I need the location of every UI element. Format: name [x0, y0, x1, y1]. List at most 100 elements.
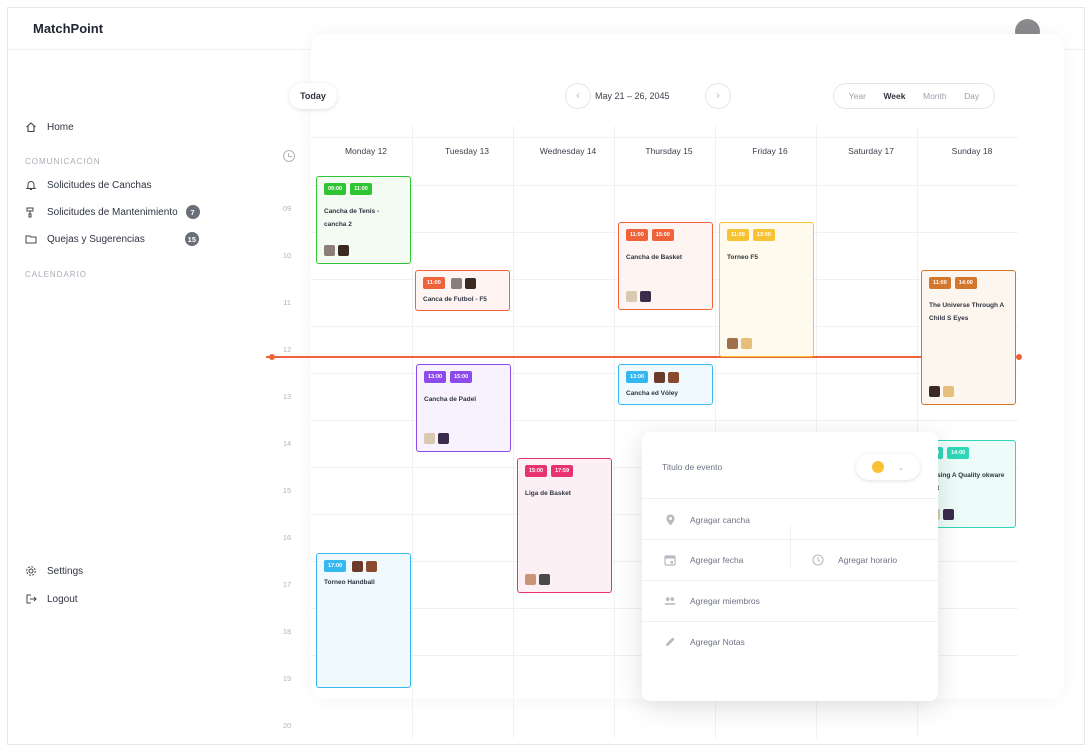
- chevron-left-icon: ‹: [576, 90, 580, 102]
- add-date-label: Agregar fecha: [690, 555, 744, 565]
- sidebar-section-comunicacion: COMUNICACIÓN: [25, 157, 101, 166]
- hour-label: 10: [282, 251, 292, 260]
- event-card[interactable]: 13:00 Cancha ed Vóley: [618, 364, 713, 405]
- date-range: May 21 – 26, 2045: [595, 91, 670, 101]
- event-card[interactable]: 11:00 15:00 Cancha de Basket: [618, 222, 713, 310]
- hour-label: 15: [282, 486, 292, 495]
- hour-label: 11: [283, 298, 291, 307]
- event-start: 13:00: [626, 371, 649, 383]
- count-badge: 15: [184, 232, 199, 246]
- event-card[interactable]: 13:00 15:00 Cancha de Padel: [416, 364, 511, 452]
- color-picker[interactable]: ⌄: [856, 454, 920, 480]
- home-icon: [25, 121, 37, 133]
- member-avatar: [366, 560, 378, 572]
- sidebar-item-label: Home: [47, 121, 74, 133]
- event-start: 09:00: [324, 183, 347, 195]
- sidebar-item-label: Solicitudes de Canchas: [47, 179, 152, 191]
- event-card[interactable]: 11:00 14:00 The Universe Through A Child…: [921, 270, 1016, 405]
- add-notes-field[interactable]: Agregar Notas: [664, 636, 745, 648]
- add-members-field[interactable]: Agregar miembros: [664, 595, 760, 607]
- calendar-icon: [664, 554, 676, 566]
- tab-week[interactable]: Week: [883, 91, 906, 101]
- add-notes-label: Agregar Notas: [690, 637, 745, 647]
- event-card[interactable]: 11:00 13:00 Torneo F5: [719, 222, 814, 357]
- sidebar-item-home[interactable]: Home: [25, 121, 74, 133]
- day-header: Wednesday 14: [539, 146, 597, 156]
- event-card[interactable]: 17:00 Torneo Handball: [316, 553, 411, 688]
- day-header: Friday 16: [752, 146, 788, 156]
- member-avatar: [668, 371, 680, 383]
- grid-line: [513, 126, 514, 738]
- event-title: Cancha de Tenis - cancha 2: [324, 208, 380, 228]
- grid-line: [311, 137, 1018, 138]
- today-button[interactable]: Today: [289, 83, 337, 109]
- hour-label: 17: [282, 580, 292, 589]
- event-end: 14:00: [954, 277, 977, 289]
- event-card[interactable]: 09:00 11:00 Cancha de Tenis - cancha 2: [316, 176, 411, 264]
- grid-line: [311, 420, 1018, 421]
- logout-icon: [25, 593, 37, 605]
- add-time-label: Agregar horario: [838, 555, 898, 565]
- day-header: Monday 12: [344, 146, 388, 156]
- event-start: 11:00: [626, 229, 648, 241]
- pencil-icon: [664, 636, 676, 648]
- folder-icon: [25, 233, 37, 245]
- add-date-field[interactable]: Agregar fecha: [664, 554, 743, 566]
- member-avatar: [929, 386, 940, 397]
- tab-day[interactable]: Day: [964, 91, 980, 101]
- member-avatar: [464, 277, 476, 289]
- event-start: 11:00: [423, 277, 445, 289]
- tab-month[interactable]: Month: [923, 91, 947, 101]
- chevron-right-icon: ›: [716, 90, 720, 102]
- popup-divider: [642, 621, 938, 622]
- member-avatar: [943, 386, 954, 397]
- prev-week-button[interactable]: ‹: [565, 83, 591, 109]
- day-header: Thursday 15: [645, 146, 693, 156]
- app-logo: MatchPoint: [33, 21, 104, 36]
- view-switcher: Year Week Month Day: [833, 83, 995, 109]
- day-header: Sunday 18: [951, 146, 993, 156]
- sidebar-item-label: Settings: [47, 565, 84, 577]
- sidebar-item-settings[interactable]: Settings: [25, 565, 83, 577]
- chevron-down-icon: ⌄: [897, 462, 905, 472]
- event-card[interactable]: 15:00 17:59 Liga de Basket: [517, 458, 612, 593]
- event-start: 11:00: [929, 277, 951, 289]
- people-icon: [664, 595, 676, 607]
- member-avatar: [654, 371, 666, 383]
- member-avatar: [640, 291, 651, 302]
- event-title: Cancha de Basket: [626, 254, 682, 261]
- location-pin-icon: [664, 514, 676, 526]
- popup-divider: [642, 498, 938, 499]
- event-end: 15:00: [651, 229, 674, 241]
- bell-icon: [25, 179, 37, 191]
- sidebar-item-label: Quejas y Sugerencias: [47, 233, 145, 245]
- sidebar-item-solicitudes-mantenimiento[interactable]: Solicitudes de Mantenimiento 7: [25, 205, 200, 219]
- member-avatar: [352, 560, 364, 572]
- event-card[interactable]: 11:00 Canca de Futbol - F5: [415, 270, 510, 311]
- add-court-field[interactable]: Agragar cancha: [664, 514, 750, 526]
- sidebar-item-logout[interactable]: Logout: [25, 593, 78, 605]
- day-header: Tuesday 13: [444, 146, 490, 156]
- sidebar-item-solicitudes-canchas[interactable]: Solicitudes de Canchas: [25, 179, 152, 191]
- event-start: 15:00: [525, 465, 548, 477]
- hour-label: 18: [282, 627, 292, 636]
- member-avatar: [943, 509, 954, 520]
- event-title: The Universe Through A Child S Eyes: [929, 302, 1004, 322]
- grid-line: [311, 185, 1018, 186]
- event-title: Liga de Basket: [525, 490, 571, 497]
- member-avatar: [438, 433, 449, 444]
- event-title: oosing A Quality okware Set: [929, 472, 1005, 492]
- member-avatar: [338, 245, 349, 256]
- sidebar-item-quejas[interactable]: Quejas y Sugerencias 15: [25, 232, 199, 246]
- event-end: 17:59: [551, 465, 574, 477]
- day-header: Saturday 17: [848, 146, 894, 156]
- sidebar-section-calendario: CALENDARIO: [25, 270, 88, 279]
- event-title-input[interactable]: Titulo de evento: [662, 462, 723, 472]
- member-avatar: [626, 291, 637, 302]
- grid-line: [311, 326, 1018, 327]
- tool-icon: [25, 206, 37, 218]
- add-court-label: Agragar cancha: [690, 515, 751, 525]
- add-time-field[interactable]: Agregar horario: [812, 554, 897, 566]
- tab-year[interactable]: Year: [848, 91, 866, 101]
- next-week-button[interactable]: ›: [705, 83, 731, 109]
